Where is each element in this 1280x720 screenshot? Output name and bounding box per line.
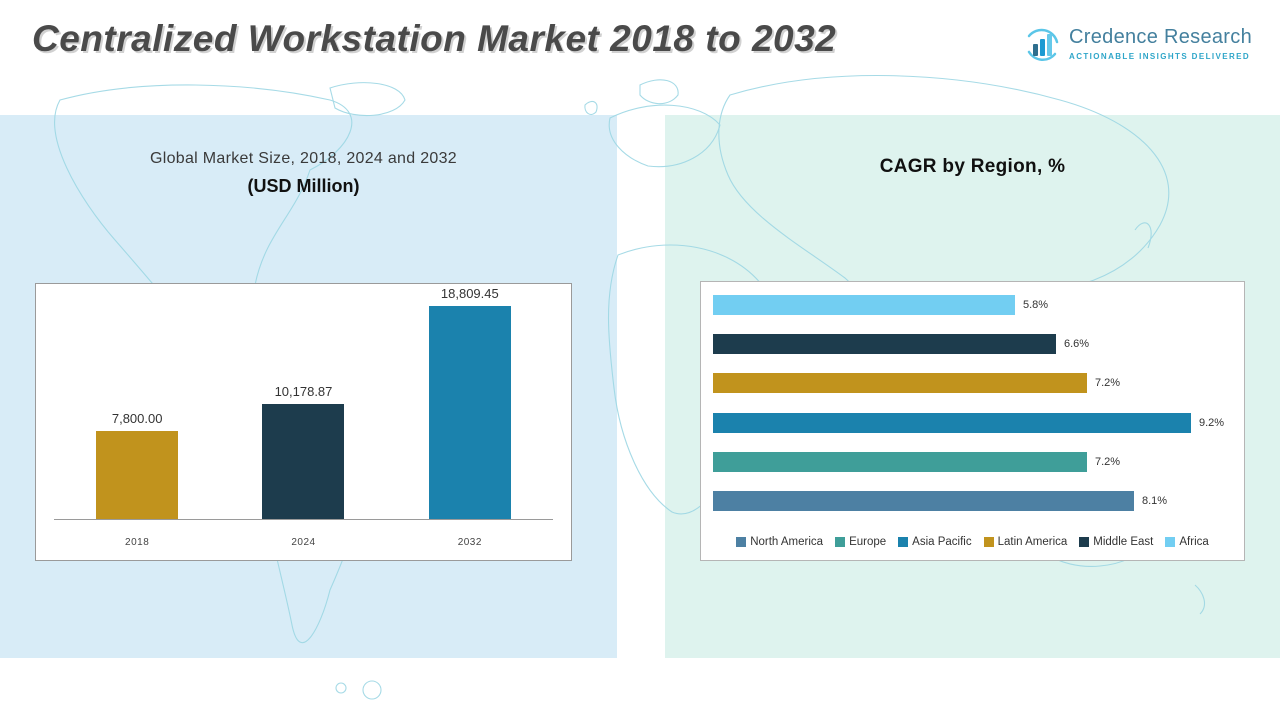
legend-swatch-middle-east xyxy=(1079,537,1090,547)
brand-tagline: Actionable Insights Delivered xyxy=(1069,52,1251,61)
cagr-row-europe: 7.2% xyxy=(713,451,1234,473)
market-size-subtitle-line2: (USD Million) xyxy=(247,176,360,196)
cagr-value-label-latin-america: 7.2% xyxy=(1095,377,1121,390)
cagr-row-north-america: 8.1% xyxy=(713,490,1234,512)
cagr-row-asia-pacific: 9.2% xyxy=(713,412,1234,434)
cagr-row-africa: 5.8% xyxy=(713,294,1234,316)
cagr-value-label-asia-pacific: 9.2% xyxy=(1199,416,1225,429)
x-axis-category-labels: 2018 2024 2032 xyxy=(54,537,553,548)
legend-item-latin-america: Latin America xyxy=(983,536,1068,548)
brand-logo: Credence Research Actionable Insights De… xyxy=(1023,26,1252,64)
x-axis-line xyxy=(54,519,553,520)
market-size-plot-area: 7,800.00 10,178.87 18,809.45 xyxy=(54,286,553,520)
legend-label-middle-east: Middle East xyxy=(1093,536,1154,548)
cagr-bar-latin-america xyxy=(713,373,1087,394)
bar-value-label-2024: 10,178.87 xyxy=(274,384,333,399)
cagr-row-middle-east: 6.6% xyxy=(713,333,1234,355)
legend-item-north-america: North America xyxy=(736,536,823,548)
cagr-bar-europe xyxy=(713,451,1087,472)
page-title: Centralized Workstation Market 2018 to 2… xyxy=(32,18,837,59)
brand-name: Credence Research xyxy=(1069,26,1252,48)
legend-item-africa: Africa xyxy=(1165,536,1209,548)
x-axis-label-2018: 2018 xyxy=(125,537,150,548)
cagr-value-label-europe: 7.2% xyxy=(1095,455,1121,468)
legend-label-africa: Africa xyxy=(1179,536,1209,548)
legend-label-north-america: North America xyxy=(750,536,824,548)
bar-2032 xyxy=(428,306,511,520)
brand-text-block: Credence Research Actionable Insights De… xyxy=(1069,26,1252,61)
bar-2024 xyxy=(262,404,345,520)
x-axis-label-2032: 2032 xyxy=(457,537,482,548)
legend-swatch-latin-america xyxy=(983,537,994,547)
brand-logo-icon xyxy=(1027,28,1059,61)
legend-label-europe: Europe xyxy=(849,536,887,548)
cagr-bar-north-america xyxy=(713,490,1134,511)
cagr-value-label-middle-east: 6.6% xyxy=(1064,338,1090,351)
cagr-bar-africa xyxy=(713,295,1015,315)
bar-value-label-2018: 7,800.00 xyxy=(111,411,163,426)
legend-swatch-asia-pacific xyxy=(898,537,909,547)
market-size-subtitle: Global Market Size, 2018, 2024 and 2032 … xyxy=(35,150,572,197)
bar-slot-2018: 7,800.00 xyxy=(54,411,220,520)
legend-label-latin-america: Latin America xyxy=(997,536,1068,548)
market-size-chart: 7,800.00 10,178.87 18,809.45 2018 2024 2032 xyxy=(35,283,572,561)
bar-value-label-2032: 18,809.45 xyxy=(440,286,499,301)
legend-item-europe: Europe xyxy=(835,536,886,548)
bar-2018 xyxy=(96,431,179,520)
legend-item-middle-east: Middle East xyxy=(1079,536,1153,548)
cagr-plot-area: 5.8% 6.6% 7.2% 9.2% 7.2% 8.1% xyxy=(713,294,1234,512)
cagr-bar-asia-pacific xyxy=(713,412,1191,433)
x-axis-label-2024: 2024 xyxy=(291,537,316,548)
market-size-subtitle-line1: Global Market Size, 2018, 2024 and 2032 xyxy=(149,150,457,167)
cagr-legend: North America Europe Asia Pacific Latin Ame… xyxy=(701,536,1244,548)
cagr-row-latin-america: 7.2% xyxy=(713,372,1234,394)
bar-slot-2032: 18,809.45 xyxy=(387,286,553,520)
cagr-value-label-africa: 5.8% xyxy=(1023,299,1049,311)
legend-swatch-europe xyxy=(835,537,846,547)
legend-label-asia-pacific: Asia Pacific xyxy=(912,536,972,548)
bar-slot-2024: 10,178.87 xyxy=(220,384,386,520)
legend-item-asia-pacific: Asia Pacific xyxy=(898,536,972,548)
legend-swatch-africa xyxy=(1165,537,1176,547)
legend-swatch-north-america xyxy=(736,537,747,547)
cagr-chart: 5.8% 6.6% 7.2% 9.2% 7.2% 8.1% North America Eu… xyxy=(700,281,1245,561)
cagr-value-label-north-america: 8.1% xyxy=(1142,494,1168,507)
cagr-chart-title: CAGR by Region, % xyxy=(879,156,1066,177)
cagr-bar-middle-east xyxy=(713,334,1056,355)
